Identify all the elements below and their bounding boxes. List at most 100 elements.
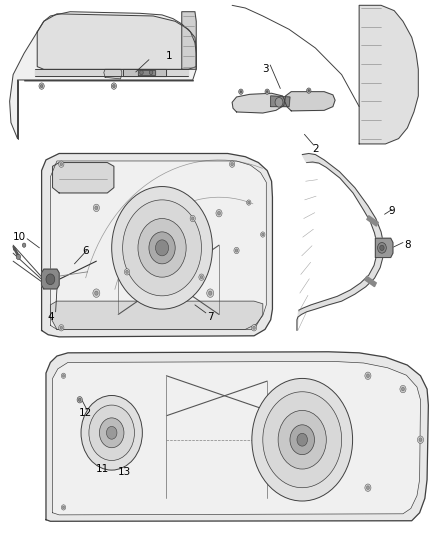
Circle shape <box>112 187 212 309</box>
Circle shape <box>417 436 424 443</box>
Circle shape <box>265 89 269 94</box>
Polygon shape <box>53 361 420 515</box>
Circle shape <box>235 249 238 252</box>
Circle shape <box>39 83 44 89</box>
Polygon shape <box>53 163 114 193</box>
Circle shape <box>61 505 66 510</box>
Polygon shape <box>182 12 196 69</box>
Circle shape <box>278 410 326 469</box>
Circle shape <box>78 398 81 401</box>
Circle shape <box>253 326 255 329</box>
Text: 1: 1 <box>165 51 172 61</box>
Bar <box>376 247 387 257</box>
Polygon shape <box>138 70 155 75</box>
Circle shape <box>113 84 115 87</box>
Polygon shape <box>46 352 428 521</box>
Text: 3: 3 <box>261 64 268 74</box>
Circle shape <box>378 243 386 253</box>
Circle shape <box>155 240 169 256</box>
Circle shape <box>230 161 235 167</box>
Circle shape <box>106 426 117 439</box>
Circle shape <box>366 374 369 377</box>
Circle shape <box>380 245 384 251</box>
Circle shape <box>149 70 153 75</box>
Circle shape <box>111 83 117 89</box>
Circle shape <box>217 211 221 215</box>
Circle shape <box>239 89 243 94</box>
Bar <box>365 276 376 287</box>
Circle shape <box>365 484 371 491</box>
Circle shape <box>190 215 195 222</box>
Text: 10: 10 <box>13 232 26 242</box>
Circle shape <box>308 90 310 92</box>
Text: 13: 13 <box>118 467 131 477</box>
Circle shape <box>62 374 65 377</box>
Circle shape <box>419 438 422 441</box>
Circle shape <box>231 163 233 166</box>
Circle shape <box>40 84 43 87</box>
Polygon shape <box>104 69 122 79</box>
Text: 4: 4 <box>47 312 54 322</box>
Circle shape <box>252 378 353 501</box>
Circle shape <box>266 91 268 93</box>
Polygon shape <box>50 161 266 329</box>
Polygon shape <box>10 12 196 139</box>
Circle shape <box>126 270 128 273</box>
Circle shape <box>59 325 64 331</box>
Circle shape <box>95 206 98 209</box>
Circle shape <box>247 200 251 205</box>
Circle shape <box>93 289 100 297</box>
Circle shape <box>275 98 283 107</box>
Polygon shape <box>50 301 263 329</box>
Circle shape <box>216 209 222 217</box>
Circle shape <box>251 325 257 331</box>
Circle shape <box>77 397 82 403</box>
Circle shape <box>16 254 21 260</box>
Text: 8: 8 <box>404 240 411 250</box>
Circle shape <box>60 163 63 166</box>
Polygon shape <box>359 5 418 144</box>
Circle shape <box>290 425 314 455</box>
Circle shape <box>261 232 265 237</box>
Circle shape <box>99 418 124 448</box>
Polygon shape <box>285 92 335 111</box>
Polygon shape <box>42 269 59 289</box>
Circle shape <box>247 201 250 204</box>
Text: 2: 2 <box>312 144 319 154</box>
Circle shape <box>149 232 175 264</box>
Circle shape <box>61 373 66 378</box>
Circle shape <box>22 243 26 247</box>
Bar <box>367 216 378 226</box>
Text: 7: 7 <box>207 312 214 322</box>
Circle shape <box>140 70 143 75</box>
Circle shape <box>93 204 99 212</box>
Circle shape <box>366 486 369 489</box>
Polygon shape <box>375 238 393 257</box>
Circle shape <box>207 289 214 297</box>
Text: 9: 9 <box>389 206 396 215</box>
Circle shape <box>400 385 406 393</box>
Circle shape <box>200 276 203 279</box>
Circle shape <box>365 372 371 379</box>
Polygon shape <box>232 93 285 113</box>
Circle shape <box>307 88 311 93</box>
Circle shape <box>62 506 65 508</box>
Polygon shape <box>35 69 188 76</box>
Circle shape <box>138 219 186 277</box>
Text: 12: 12 <box>79 408 92 418</box>
Polygon shape <box>37 14 196 69</box>
Circle shape <box>208 291 212 295</box>
Circle shape <box>95 291 98 295</box>
Circle shape <box>199 274 204 280</box>
Text: 6: 6 <box>82 246 89 255</box>
Circle shape <box>60 326 63 329</box>
Circle shape <box>234 247 239 254</box>
Circle shape <box>123 200 201 296</box>
Circle shape <box>401 387 405 391</box>
Circle shape <box>191 217 194 220</box>
Circle shape <box>124 269 130 275</box>
Polygon shape <box>123 69 166 76</box>
Circle shape <box>263 392 342 488</box>
Polygon shape <box>42 154 272 337</box>
Circle shape <box>261 233 264 236</box>
